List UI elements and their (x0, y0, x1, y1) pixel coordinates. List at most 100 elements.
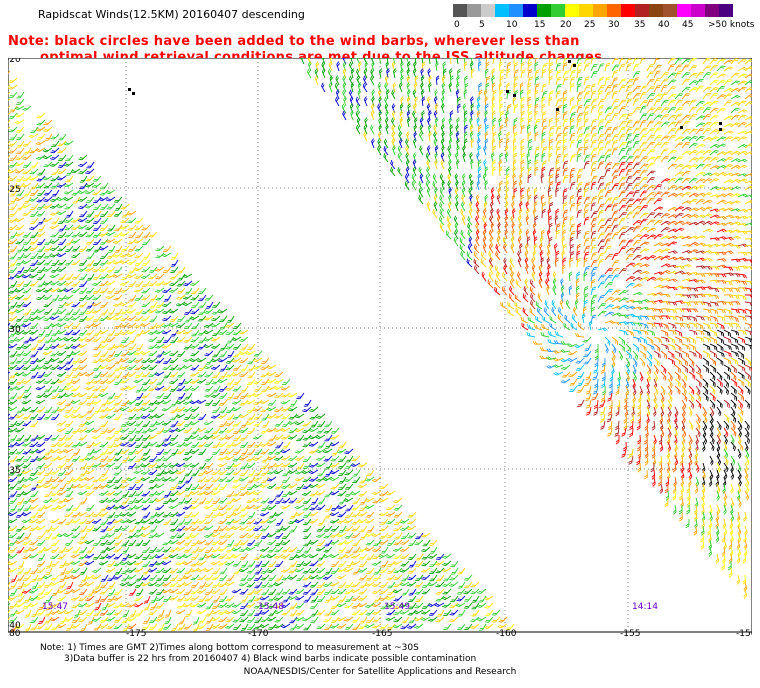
barb-flag (649, 73, 654, 75)
barb-flag (350, 77, 353, 81)
barb-flag (329, 75, 333, 79)
barb-flag (563, 62, 568, 65)
barb-flag (621, 58, 625, 60)
barb-shaft (485, 70, 487, 79)
barb-flag (557, 64, 561, 67)
barb-flag (693, 58, 697, 59)
barb-flag (521, 61, 525, 65)
barb-flag (594, 70, 598, 73)
barb-flag (357, 58, 360, 60)
barb-flag (621, 80, 626, 82)
barb-shaft (709, 72, 716, 79)
barb-flag (593, 65, 597, 67)
barb-flag (693, 65, 698, 67)
barb-flag (735, 58, 740, 60)
barb-flag (606, 62, 611, 65)
barb-flag (316, 63, 320, 67)
barb-flag (422, 61, 426, 65)
barb-flag (578, 76, 583, 79)
barb-flag (491, 68, 495, 72)
barb-flag (691, 59, 696, 61)
barb-flag (685, 60, 690, 62)
barb-flag (351, 70, 355, 74)
wind-barb (548, 58, 554, 65)
barb-shaft (492, 58, 495, 65)
barb-flag (615, 64, 620, 66)
wind-barb (342, 58, 347, 65)
wind-barb (406, 75, 411, 86)
barb-shaft (520, 58, 523, 65)
barb-flag (671, 64, 676, 66)
barb-shaft (421, 63, 424, 72)
barb-shaft (400, 78, 403, 86)
barb-flag (528, 63, 532, 67)
barb-flag (400, 58, 405, 60)
colorbar-swatch (523, 4, 537, 17)
wind-barb (660, 72, 670, 79)
wind-barb (737, 80, 748, 86)
barb-flag (471, 58, 475, 60)
barb-shaft (611, 64, 617, 72)
wind-barb (688, 65, 698, 72)
barb-shaft (555, 58, 558, 65)
barb-shaft (342, 64, 347, 72)
wind-barb (681, 64, 690, 72)
map-title: Rapidscat Winds(12.5KM) 20160407 descend… (38, 8, 305, 21)
barb-flag (743, 73, 748, 76)
barb-flag (386, 68, 390, 72)
wind-barb (520, 61, 525, 72)
barb-shaft (744, 59, 751, 65)
barb-shaft (737, 73, 744, 79)
barb-flag (564, 58, 569, 60)
barb-flag (670, 65, 675, 68)
barb-shaft (378, 58, 382, 65)
wind-barb (499, 58, 504, 65)
barb-shaft (527, 63, 529, 72)
wind-barb (384, 75, 389, 86)
wind-barb (632, 71, 641, 79)
barb-flag (9, 86, 14, 89)
barb-shaft (370, 58, 375, 65)
barb-flag (743, 80, 748, 83)
barb-shaft (702, 58, 708, 65)
barb-shaft (653, 78, 658, 86)
colorbar-swatch (719, 4, 733, 17)
colorbar-swatch (495, 4, 509, 17)
barb-flag (748, 60, 752, 63)
wind-barb (737, 58, 747, 65)
wind-barb (463, 58, 468, 65)
barb-flag (563, 64, 568, 67)
wind-barb (400, 75, 404, 86)
wind-barb (646, 64, 654, 72)
wind-barb (548, 75, 553, 86)
barb-flag (535, 71, 540, 74)
barb-shaft (435, 64, 438, 72)
barb-flag (435, 58, 439, 60)
barb-flag (628, 58, 632, 60)
barb-flag (750, 66, 752, 69)
barb-flag (470, 61, 474, 65)
barb-flag (543, 64, 548, 67)
barb-flag (677, 59, 682, 61)
barb-flag (442, 61, 446, 65)
barb-flag (371, 63, 375, 67)
wind-barb (470, 68, 475, 79)
barb-flag (358, 63, 362, 67)
barb-flag (621, 65, 625, 67)
wind-barb (520, 58, 526, 65)
barb-shaft (555, 64, 559, 72)
barb-flag (605, 78, 610, 81)
barb-flag (412, 68, 416, 72)
barb-flag (486, 77, 490, 81)
barb-flag (330, 58, 333, 60)
wind-barb (8, 84, 18, 90)
barb-shaft (562, 78, 566, 86)
barb-shaft (421, 58, 424, 65)
barb-flag (514, 63, 518, 67)
barb-shaft (695, 79, 701, 86)
barb-shaft (534, 58, 537, 65)
barb-flag (392, 63, 396, 67)
barb-flag (564, 78, 568, 81)
wind-barb (723, 79, 733, 86)
barb-flag (443, 68, 447, 72)
